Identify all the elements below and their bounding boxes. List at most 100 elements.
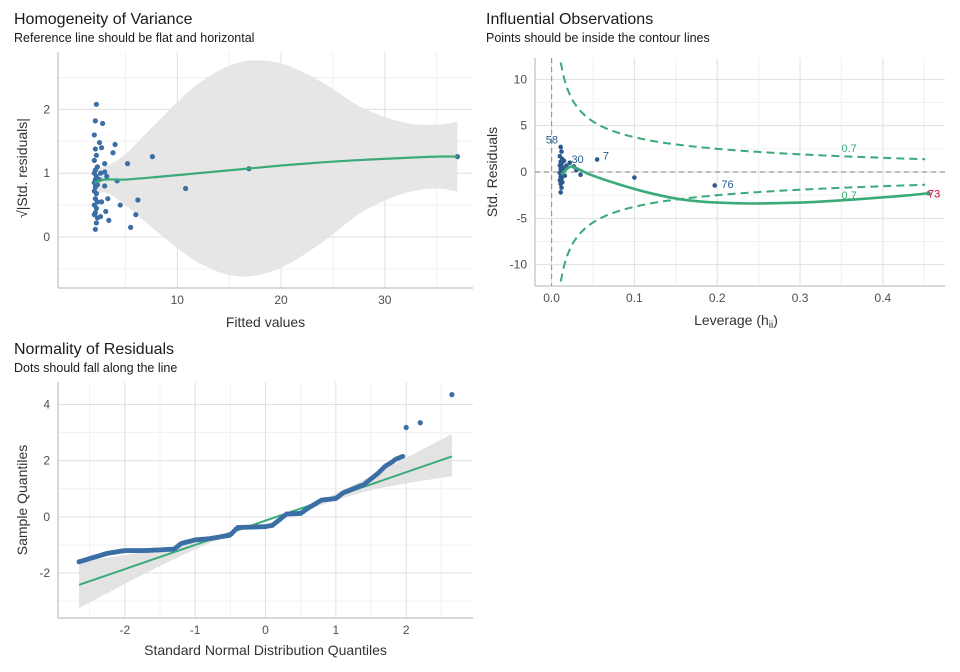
data-point <box>97 213 104 220</box>
data-point <box>559 185 564 191</box>
y-tick-label: -2 <box>39 566 50 580</box>
data-point <box>102 169 108 175</box>
normality-chart: -2 -1 0 1 2 -2 0 2 4 Standard Normal Distribution… <box>14 382 473 658</box>
point-label: 30 <box>571 154 583 166</box>
data-point <box>104 173 110 179</box>
data-point <box>102 161 108 167</box>
normality-title: Normality of Residuals <box>14 341 175 358</box>
data-point <box>403 424 409 431</box>
confidence-ribbon <box>94 60 458 277</box>
data-point <box>712 183 718 188</box>
data-point <box>96 139 103 146</box>
x-tick-label: 0.2 <box>709 291 726 305</box>
data-point <box>632 175 637 180</box>
smooth-line <box>560 165 929 205</box>
x-tick-label: 10 <box>171 293 185 307</box>
data-point <box>183 185 189 192</box>
x-tick-label: 0.3 <box>792 291 809 305</box>
reference-line <box>78 455 453 586</box>
data-point <box>92 146 98 152</box>
x-tick-label: 1 <box>332 623 339 637</box>
point-label: 58 <box>546 135 558 147</box>
data-point <box>97 170 104 176</box>
x-tick-label: 0.0 <box>543 291 560 305</box>
variance-panel: Homogeneity of Variance Reference line s… <box>0 0 480 336</box>
x-axis-title: Standard Normal Distribution Quantiles <box>144 642 387 658</box>
data-point <box>417 420 423 426</box>
data-point <box>93 205 99 211</box>
data-point <box>91 157 97 164</box>
y-tick-label: 0 <box>520 165 527 179</box>
cooks-contour-lower <box>559 183 926 282</box>
y-tick-label: 2 <box>43 454 50 468</box>
y-tick-label: 4 <box>43 397 50 411</box>
x-tick-label: 2 <box>403 623 410 637</box>
variance-title: Homogeneity of Variance <box>14 11 193 28</box>
x-tick-label: 20 <box>274 293 288 307</box>
data-point <box>91 132 97 138</box>
data-point <box>400 453 406 459</box>
x-tick-label: -2 <box>119 623 130 637</box>
x-tick-label: 30 <box>378 293 392 307</box>
data-point <box>133 212 139 218</box>
data-point <box>562 173 568 179</box>
data-point <box>128 224 134 231</box>
y-tick-label: 0 <box>43 510 50 524</box>
x-tick-label: -1 <box>190 623 201 637</box>
y-axis-title: Sample Quantiles <box>14 445 30 556</box>
x-tick-label: 0 <box>262 623 269 637</box>
data-point <box>559 149 564 154</box>
y-tick-label: 2 <box>43 102 50 116</box>
data-point <box>92 226 98 232</box>
data-point <box>561 158 567 164</box>
data-point <box>564 163 569 168</box>
data-point <box>558 190 563 195</box>
data-point <box>106 217 112 223</box>
normality-subtitle: Dots should fall along the line <box>14 361 178 375</box>
x-tick-label: 0.4 <box>875 291 892 305</box>
data-point <box>558 144 563 150</box>
influence-subtitle: Points should be inside the contour line… <box>486 31 710 45</box>
data-point <box>93 101 99 107</box>
variance-chart: 10 20 30 0 1 2 Fitted values √|Std. residuals| <box>14 52 473 330</box>
x-axis-title-main: Leverage (h <box>694 312 769 328</box>
data-point <box>124 161 131 167</box>
variance-subtitle: Reference line should be flat and horizo… <box>14 31 255 45</box>
data-point <box>110 150 116 156</box>
x-axis-title-close: ) <box>773 312 778 328</box>
normality-panel: Normality of Residuals Dots should fall … <box>0 336 480 672</box>
data-point <box>112 141 118 148</box>
data-point <box>91 212 97 218</box>
influence-title: Influential Observations <box>486 11 654 28</box>
data-point <box>578 172 583 178</box>
influence-panel: Influential Observations Points should b… <box>480 0 960 336</box>
x-tick-label: 0.1 <box>626 291 643 305</box>
data-point <box>92 118 98 124</box>
data-point <box>100 120 106 127</box>
point-label: 73 <box>928 188 940 200</box>
y-tick-label: 1 <box>43 166 50 180</box>
data-point <box>594 157 600 162</box>
data-point <box>149 154 156 160</box>
data-point <box>135 197 141 203</box>
data-point <box>102 183 108 189</box>
data-point <box>98 145 105 151</box>
smooth-line <box>93 155 458 184</box>
y-tick-label: 0 <box>43 230 50 244</box>
point-label: 76 <box>721 179 733 191</box>
y-tick-label: 10 <box>514 72 528 86</box>
y-axis-title: Std. Residuals <box>484 127 500 217</box>
data-point <box>98 199 105 205</box>
data-point <box>117 202 123 208</box>
data-point <box>558 181 563 187</box>
data-point <box>103 208 109 215</box>
data-point <box>93 191 99 197</box>
y-tick-label: 5 <box>520 119 527 133</box>
x-axis-title-subscript: ii <box>769 320 773 331</box>
y-tick-label: -10 <box>510 258 528 272</box>
x-axis-title: Fitted values <box>226 314 305 330</box>
data-point <box>449 392 455 398</box>
x-axis-title: Leverage (hii) <box>694 312 778 331</box>
data-point <box>567 160 573 166</box>
